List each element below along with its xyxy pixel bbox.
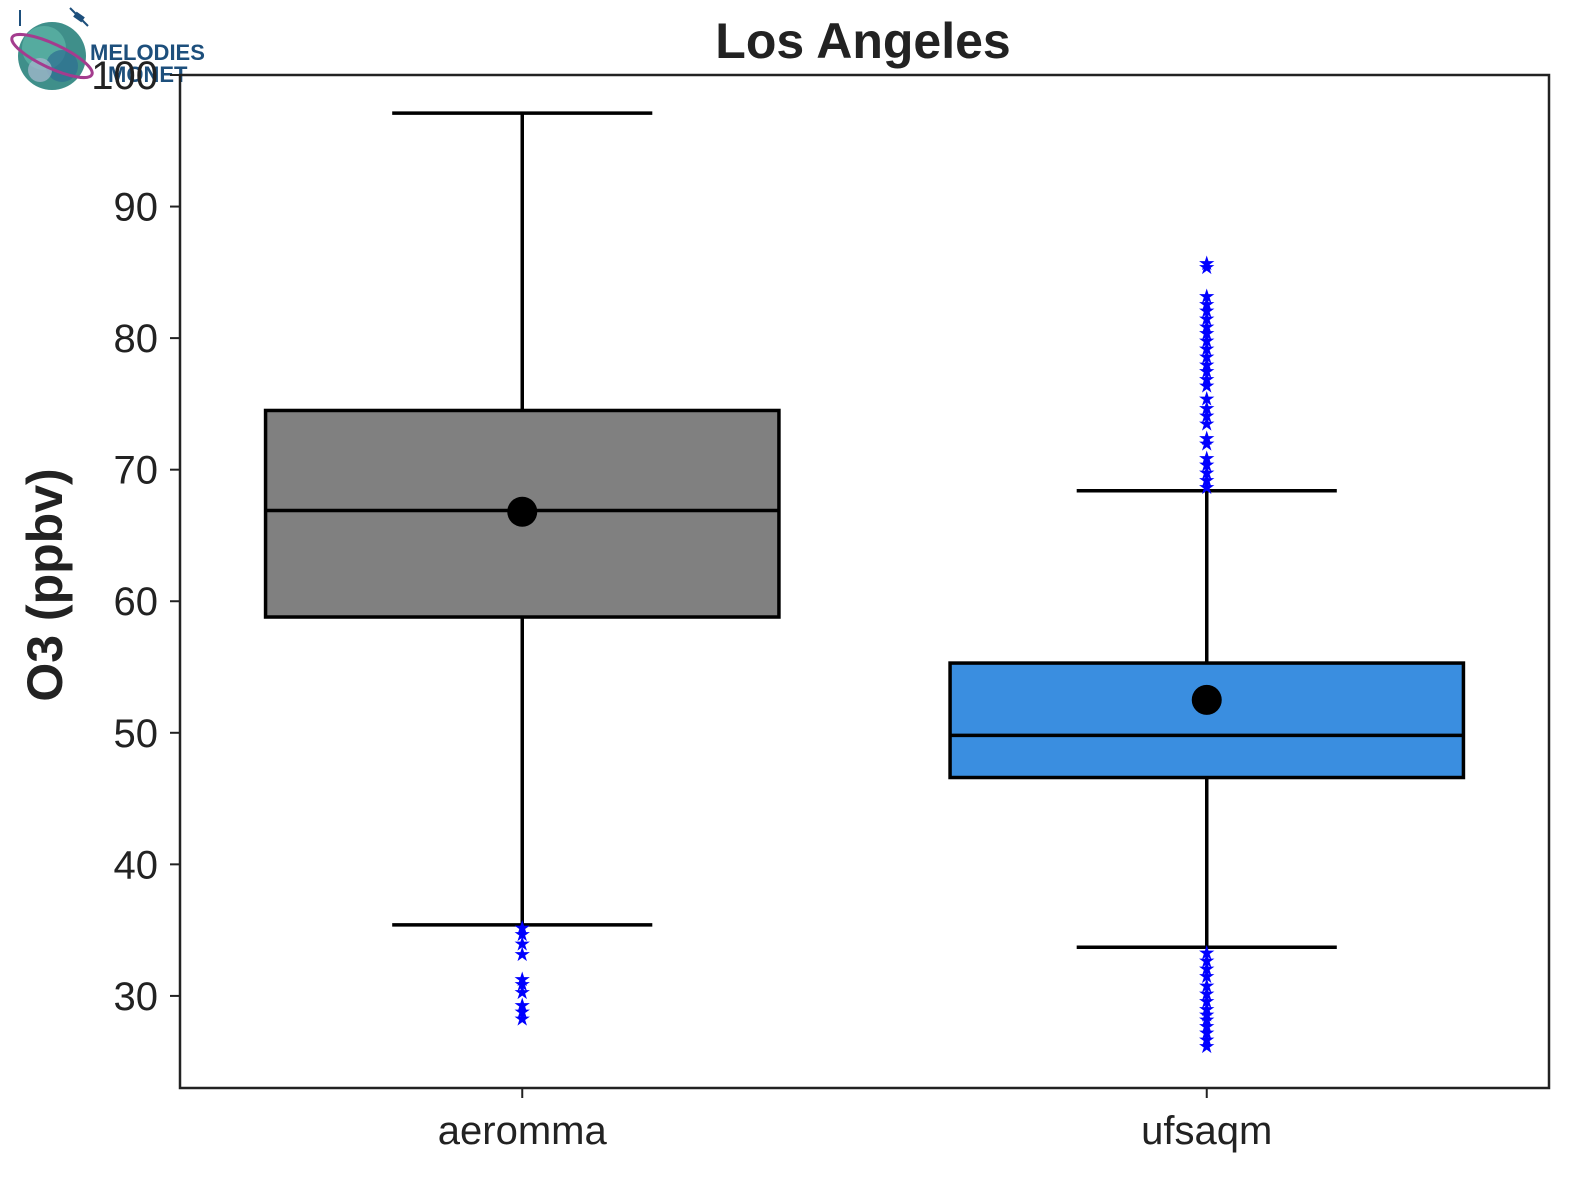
- outlier-point: ★: [513, 980, 531, 1004]
- y-tick-label: 50: [114, 712, 159, 756]
- box-group-aeromma: ★★★★★★★★★★: [263, 111, 781, 1030]
- y-tick-label: 30: [114, 975, 159, 1019]
- y-tick-label: 90: [114, 186, 159, 230]
- outlier-point: ★: [1198, 468, 1216, 492]
- outlier-point: ★: [1198, 981, 1216, 1005]
- chart-title: Los Angeles: [715, 13, 1010, 69]
- y-axis-ticks: 30 40 50 60 70 80 90 100: [91, 54, 180, 1019]
- y-tick-label: 40: [114, 843, 159, 887]
- outlier-point: ★: [1198, 956, 1216, 980]
- x-tick-label: aeromma: [438, 1109, 608, 1153]
- outlier-point: ★: [1198, 314, 1216, 338]
- outlier-point: ★: [1198, 373, 1216, 397]
- outlier-point: ★: [1198, 426, 1216, 450]
- outlier-point: ★: [1198, 1002, 1216, 1026]
- outlier-point: ★: [1198, 359, 1216, 383]
- outlier-point: ★: [1198, 452, 1216, 476]
- outlier-point: ★: [1198, 345, 1216, 369]
- outlier-point: ★: [513, 931, 531, 955]
- outlier-point: ★: [1198, 431, 1216, 455]
- outlier-point: ★: [513, 972, 531, 996]
- box-iqr: [948, 661, 1466, 780]
- x-tick-label: ufsaqm: [1141, 1109, 1272, 1153]
- outlier-point: ★: [1198, 1008, 1216, 1032]
- box-group-ufsaqm: ★★★★★★★★★★★★★★★★★★★★★★★★★★★★★★★★★★★★★★★★: [948, 251, 1466, 1058]
- outlier-point: ★: [1198, 306, 1216, 330]
- outlier-point: ★: [1198, 973, 1216, 997]
- outlier-point: ★: [513, 922, 531, 946]
- outlier-point: ★: [513, 1006, 531, 1030]
- outlier-point: ★: [1198, 940, 1216, 964]
- outlier-point: ★: [1198, 460, 1216, 484]
- outlier-point: ★: [1198, 412, 1216, 436]
- y-tick-label: 60: [114, 580, 159, 624]
- outlier-point: ★: [513, 993, 531, 1017]
- outlier-point: ★: [513, 942, 531, 966]
- outlier-point: ★: [1198, 404, 1216, 428]
- outlier-point: ★: [1198, 997, 1216, 1021]
- outlier-point: ★: [1198, 321, 1216, 345]
- outlier-point: ★: [1198, 255, 1216, 279]
- outlier-point: ★: [1198, 337, 1216, 361]
- mean-marker: [507, 496, 538, 527]
- outlier-point: ★: [1198, 367, 1216, 391]
- outlier-point: ★: [1198, 964, 1216, 988]
- outlier-point: ★: [1198, 989, 1216, 1013]
- outlier-point: ★: [1198, 1014, 1216, 1038]
- outlier-point: ★: [1198, 1034, 1216, 1058]
- outlier-point: ★: [1198, 446, 1216, 470]
- outlier-point: ★: [1198, 251, 1216, 275]
- mean-marker: [1191, 684, 1222, 715]
- y-tick-label: 70: [114, 449, 159, 493]
- plot-area-frame: [178, 73, 1551, 1090]
- outlier-point: ★: [1198, 298, 1216, 322]
- outlier-point: ★: [513, 915, 531, 939]
- outlier-point: ★: [1198, 387, 1216, 411]
- y-tick-label: 80: [114, 317, 159, 361]
- outlier-point: ★: [513, 1000, 531, 1024]
- logo-text-line1: MELODIES: [90, 40, 205, 65]
- outlier-point: ★: [1198, 292, 1216, 316]
- y-tick-label: 100: [91, 54, 158, 98]
- outlier-point: ★: [1198, 1021, 1216, 1045]
- box-series: ★★★★★★★★★★★★★★★★★★★★★★★★★★★★★★★★★★★★★★★★…: [263, 111, 1466, 1058]
- satellite-icon: [69, 7, 89, 27]
- outlier-point: ★: [1198, 475, 1216, 499]
- outlier-point: ★: [513, 967, 531, 991]
- outlier-point: ★: [1198, 329, 1216, 353]
- outlier-point: ★: [1198, 396, 1216, 420]
- y-axis-label: O3 (ppbv): [17, 468, 73, 701]
- globe-icon: [10, 22, 94, 90]
- outlier-point: ★: [1198, 352, 1216, 376]
- outlier-point: ★: [1198, 1027, 1216, 1051]
- outlier-point: ★: [1198, 284, 1216, 308]
- outlier-point: ★: [1198, 948, 1216, 972]
- x-axis-ticks: aeromma ufsaqm: [438, 1088, 1272, 1153]
